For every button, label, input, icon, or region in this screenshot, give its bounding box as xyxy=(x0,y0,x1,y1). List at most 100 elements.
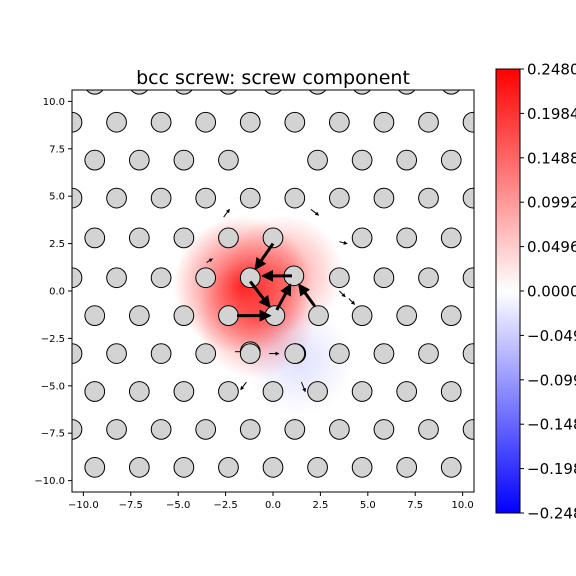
y-tick-label: 5.0 xyxy=(49,192,65,203)
x-tick-label: 10.0 xyxy=(451,500,473,511)
weak-displacement-arrow xyxy=(223,208,230,218)
y-tick-label: −2.5 xyxy=(41,334,65,345)
atom-marker xyxy=(329,419,350,440)
atom-marker xyxy=(128,227,150,249)
colorbar: 0.2480 0.1984 0.1488 0.0992 0.0496 0.0000 −0.0… xyxy=(495,61,576,523)
atom-marker xyxy=(195,111,217,133)
weak-displacement-arrow xyxy=(206,258,213,263)
atom-marker xyxy=(351,305,373,327)
atom-marker xyxy=(351,149,373,171)
atom-marker xyxy=(128,456,150,478)
colorbar-tick-label: −0.1984 xyxy=(527,460,576,478)
y-tick-label: 0.0 xyxy=(49,287,65,298)
y-tick-label: −7.5 xyxy=(41,429,65,440)
atom-marker xyxy=(84,227,106,249)
colorbar-tick-label: −0.0496 xyxy=(527,327,576,345)
atom-marker xyxy=(307,456,328,478)
atom-marker xyxy=(128,305,150,327)
atom-marker xyxy=(351,456,373,478)
weak-displacement-arrow xyxy=(240,381,247,391)
atom-marker xyxy=(373,111,395,133)
x-tick-label: −7.5 xyxy=(119,500,143,511)
atom-marker xyxy=(418,111,439,133)
x-tick-label: 2.5 xyxy=(312,500,328,511)
atom-marker xyxy=(173,305,195,327)
strong-displacement-arrow xyxy=(298,283,316,308)
atom-marker xyxy=(418,187,439,209)
atom-marker xyxy=(72,343,83,364)
x-tick-label: 7.5 xyxy=(407,500,423,511)
colorbar-tick-label: −0.2480 xyxy=(527,505,576,523)
atom-marker xyxy=(72,111,83,133)
atom-marker xyxy=(418,419,439,440)
atom-marker xyxy=(373,419,395,440)
atom-marker xyxy=(219,90,238,95)
atom-marker xyxy=(218,381,239,402)
atom-marker xyxy=(106,419,127,440)
atom-marker xyxy=(373,187,395,209)
colorbar-tick-label: 0.2480 xyxy=(527,61,576,79)
atom-marker xyxy=(440,305,462,327)
colorbar-tick-label: −0.1488 xyxy=(527,416,576,434)
colorbar-tick-label: 0.1984 xyxy=(527,105,576,123)
x-axis: −10.0 −7.5 −5.0 −2.5 0.0 2.5 5.0 7.5 10.0 xyxy=(68,492,474,511)
y-tick-label: −10.0 xyxy=(34,476,65,487)
atom-marker xyxy=(218,227,239,249)
atom-marker xyxy=(72,267,83,289)
atom-marker xyxy=(239,267,261,289)
atom-marker xyxy=(396,305,418,327)
plot-area xyxy=(71,89,475,493)
atom-marker xyxy=(442,90,460,95)
atom-marker xyxy=(195,419,217,440)
atom-marker xyxy=(396,381,418,402)
atom-layer xyxy=(72,90,474,478)
atom-marker xyxy=(150,187,172,209)
atom-marker xyxy=(329,267,350,289)
atom-marker xyxy=(218,149,239,171)
atom-marker xyxy=(440,381,462,402)
atom-marker xyxy=(150,419,172,440)
chart-title: bcc screw: screw component xyxy=(136,67,410,89)
atom-marker xyxy=(373,267,395,289)
y-tick-label: −5.0 xyxy=(41,381,65,392)
y-tick-label: 7.5 xyxy=(49,144,65,155)
strong-arrow-layer xyxy=(236,242,316,322)
colorbar-ticks: 0.2480 0.1984 0.1488 0.0992 0.0496 0.0000 −0.0… xyxy=(520,61,576,523)
atom-marker xyxy=(353,90,371,95)
atom-marker xyxy=(84,456,106,478)
weak-displacement-arrow xyxy=(348,298,356,305)
atom-marker xyxy=(264,90,282,95)
atom-marker xyxy=(239,343,261,364)
atom-marker xyxy=(262,227,284,249)
atom-marker xyxy=(262,456,284,478)
atom-marker xyxy=(396,227,418,249)
atom-marker xyxy=(239,111,261,133)
atom-marker xyxy=(84,305,106,327)
atom-marker xyxy=(84,381,106,402)
atom-marker xyxy=(173,381,195,402)
atom-marker xyxy=(150,111,172,133)
atom-marker xyxy=(239,419,261,440)
y-tick-label: 2.5 xyxy=(49,239,65,250)
atom-marker xyxy=(86,90,104,95)
atom-marker xyxy=(72,187,83,209)
x-tick-label: −5.0 xyxy=(166,500,190,511)
atom-marker xyxy=(218,305,239,327)
weak-displacement-arrow xyxy=(300,381,306,393)
atom-marker xyxy=(462,267,474,289)
atom-marker xyxy=(307,381,328,402)
atom-marker xyxy=(373,343,395,364)
atom-marker xyxy=(106,343,127,364)
atom-marker xyxy=(173,149,195,171)
atom-marker xyxy=(462,343,474,364)
atom-marker xyxy=(440,456,462,478)
atom-marker xyxy=(84,149,106,171)
atom-marker xyxy=(195,267,217,289)
atom-marker xyxy=(462,419,474,440)
atom-marker xyxy=(239,187,261,209)
atom-marker xyxy=(329,343,350,364)
strong-displacement-arrow xyxy=(254,242,275,271)
colorbar-tick-label: 0.0000 xyxy=(527,283,576,301)
x-tick-label: −2.5 xyxy=(213,500,237,511)
